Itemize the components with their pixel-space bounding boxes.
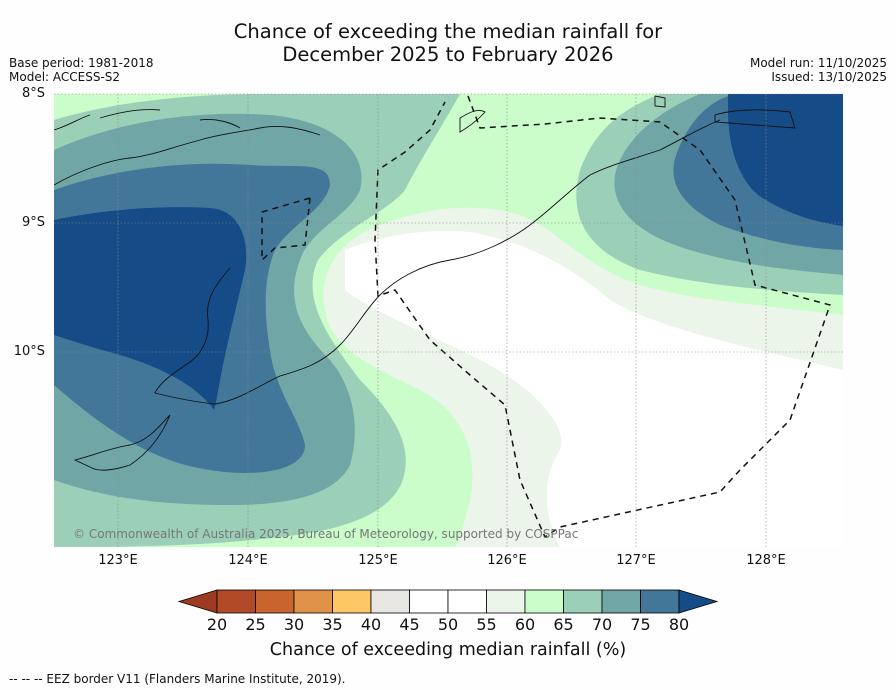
model-name: Model: ACCESS-S2	[9, 70, 121, 84]
title-line-2: December 2025 to February 2026	[282, 43, 614, 66]
lon-label-127e: 127°E	[616, 553, 656, 568]
copyright-notice: © Commonwealth of Australia 2025, Bureau…	[73, 527, 579, 541]
colorbar-bin-70-75	[601, 589, 641, 614]
colorbar-tick-35: 35	[322, 615, 343, 634]
colorbar-bin-45-50	[409, 589, 449, 614]
base-period: Base period: 1981-2018	[9, 56, 154, 70]
lat-label-8s: 8°S	[21, 86, 45, 101]
colorbar-bin-55-60	[486, 589, 526, 614]
meta-left: Base period: 1981-2018 Model: ACCESS-S2	[9, 56, 154, 84]
colorbar-tick-60: 60	[514, 615, 536, 634]
title-line-1: Chance of exceeding the median rainfall …	[233, 20, 663, 43]
colorbar-bin-50-55	[447, 589, 487, 614]
lat-label-9s: 9°S	[21, 215, 45, 230]
model-run: Model run: 11/10/2025	[749, 56, 887, 70]
colorbar-tick-70: 70	[591, 615, 613, 634]
lon-label-124e: 124°E	[228, 553, 268, 568]
contour-75-80	[54, 94, 843, 473]
colorbar-tick-75: 75	[630, 615, 651, 634]
coastlines	[54, 95, 796, 471]
colorbar-tick-30: 30	[283, 615, 305, 634]
colorbar-label: Chance of exceeding median rainfall (%)	[269, 640, 627, 660]
colorbar-tick-40: 40	[360, 615, 382, 634]
map-title: Chance of exceeding the median rainfall …	[0, 20, 896, 66]
lon-label-128e: 128°E	[746, 553, 786, 568]
colorbar-bin-60-65	[524, 589, 564, 614]
colorbar-bin-35-40	[332, 589, 372, 614]
issued-date: Issued: 13/10/2025	[771, 70, 887, 84]
lon-label-123e: 123°E	[98, 553, 138, 568]
colorbar-tick-25: 25	[245, 615, 266, 634]
colorbar-tick-20: 20	[206, 615, 228, 634]
eez-border	[261, 95, 831, 539]
colorbar-tick-65: 65	[553, 615, 574, 634]
colorbar-over-arrow	[678, 589, 719, 614]
colorbar-under-arrow	[177, 589, 218, 614]
colorbar-bin-40-45	[370, 589, 410, 614]
meta-right: Model run: 11/10/2025 Issued: 13/10/2025	[750, 56, 887, 84]
colorbar-tick-50: 50	[437, 615, 459, 634]
colorbar-bin-75-80	[640, 589, 680, 614]
colorbar-bin-30-35	[293, 589, 333, 614]
colorbar-tick-45: 45	[399, 615, 420, 634]
colorbar-tick-55: 55	[476, 615, 497, 634]
colorbar-bin-65-70	[563, 589, 603, 614]
lon-label-125e: 125°E	[358, 553, 398, 568]
colorbar-bin-20-25	[216, 589, 256, 614]
eez-footnote: -- -- -- EEZ border V11 (Flanders Marine…	[9, 672, 346, 686]
lat-label-10s: 10°S	[13, 344, 45, 359]
lon-label-126e: 126°E	[487, 553, 527, 568]
contour-below-55	[345, 230, 843, 547]
colorbar-tick-80: 80	[668, 615, 690, 634]
colorbar-bin-25-30	[255, 589, 295, 614]
